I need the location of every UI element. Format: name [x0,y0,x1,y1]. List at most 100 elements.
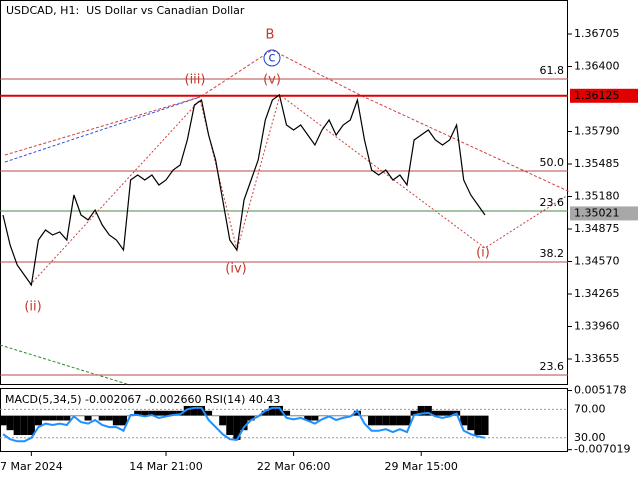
macd-bar [77,415,85,417]
macd-bar [481,415,489,436]
macd-bar [49,415,57,421]
wave-line [29,94,569,286]
macd-bar [112,415,120,426]
macd-bar [41,415,50,421]
macd-bar [226,415,234,436]
macd-bar [233,415,241,440]
y-tick-label: 1.35180 [574,189,620,202]
macd-bar [424,405,432,416]
macd-bar [290,415,298,417]
trend-line [4,96,201,163]
macd-bar [105,415,113,421]
macd-bar [212,415,220,417]
macd-bar [403,415,411,426]
y-tick-label: 1.35485 [574,157,620,170]
macd-bar [368,415,376,426]
price-marker-label: 1.35021 [574,206,620,219]
macd-bar [183,405,191,416]
macd-bar [446,410,454,416]
macd-bar [382,415,390,426]
macd-bar [275,405,283,416]
macd-bar [247,415,255,421]
macd-bar [297,415,305,417]
rsi-tick-label: 30.00 [574,431,606,444]
y-tick-label: 1.36705 [574,27,620,40]
macd-bar [148,410,156,416]
macd-bar [0,415,7,426]
macd-bar [98,415,106,421]
macd-bar [311,415,319,421]
fib-label: 50.0 [540,156,565,169]
y-tick-label: 1.34265 [574,287,620,300]
chart-title: USDCAD, H1: US Dollar vs Canadian Dollar [6,4,245,17]
plot-frame [0,0,568,385]
wave-circle [263,49,281,67]
macd-bar [339,415,347,417]
macd-bar [353,410,361,416]
macd-bar [91,415,99,417]
macd-bar [474,415,482,436]
macd-bar [389,415,397,426]
fib-label: 23.6 [540,196,565,209]
macd-bar [27,415,35,436]
macd-bar [63,415,71,421]
wave-label: (iii) [185,73,206,88]
macd-bar [134,410,142,416]
macd-bar [169,410,177,416]
y-tick-label: 1.34570 [574,254,620,267]
macd-bar [219,415,227,426]
macd-bar [410,410,418,416]
x-tick-label: 14 Mar 21:00 [129,460,202,473]
rsi-line [2,406,486,443]
price-marker [570,88,638,103]
macd-bar [155,410,163,416]
rsi-tick-label: 70.00 [574,402,606,415]
macd-bar [205,410,213,416]
macd-tick-label: 0.005178 [574,384,627,397]
macd-bar [438,410,447,416]
macd-bar [417,405,425,416]
macd-bar [34,415,42,426]
macd-bar [20,415,28,436]
macd-bar [396,415,404,426]
macd-bar [268,405,276,416]
y-tick-label: 1.33960 [574,319,620,332]
x-tick-label: 22 Mar 06:00 [257,460,330,473]
x-tick-label: 29 Mar 15:00 [384,460,457,473]
x-tick-label: 7 Mar 2024 [0,460,63,473]
wave-label: (v) [263,73,281,88]
macd-bar [190,405,198,416]
y-tick-label: 1.35790 [574,124,620,137]
macd-bar [56,415,64,421]
price-line [2,93,486,287]
macd-bar [119,415,128,426]
macd-bar [6,415,14,431]
macd-tick-label: -0.007019 [574,443,630,456]
y-tick-label: 1.36400 [574,59,620,72]
macd-bar [197,405,206,416]
macd-bar [375,415,383,426]
macd-bar [240,415,248,431]
fib-label: 61.8 [540,64,565,77]
y-tick-label: 1.33655 [574,352,620,365]
y-tick-label: 1.34875 [574,222,620,235]
price-marker [570,206,638,221]
macd-bar [162,410,170,416]
macd-bar [84,415,92,421]
macd-bar [261,410,269,416]
wave-label: (ii) [24,300,41,315]
wave-label: (iv) [225,262,246,277]
macd-bar [318,415,326,417]
macd-bar [460,415,468,426]
indicator-title: MACD(5,34,5) -0.002067 -0.002660 RSI(14)… [5,393,280,406]
macd-bar [141,410,149,416]
fib-label: 38.2 [540,247,565,260]
wave-label: (i) [476,246,490,261]
macd-bar [360,415,369,417]
fib-label: 23.6 [540,360,565,373]
price-marker-label: 1.36125 [574,89,620,102]
macd-bar [282,410,291,416]
macd-bar [13,415,21,436]
trend-line [4,49,571,193]
